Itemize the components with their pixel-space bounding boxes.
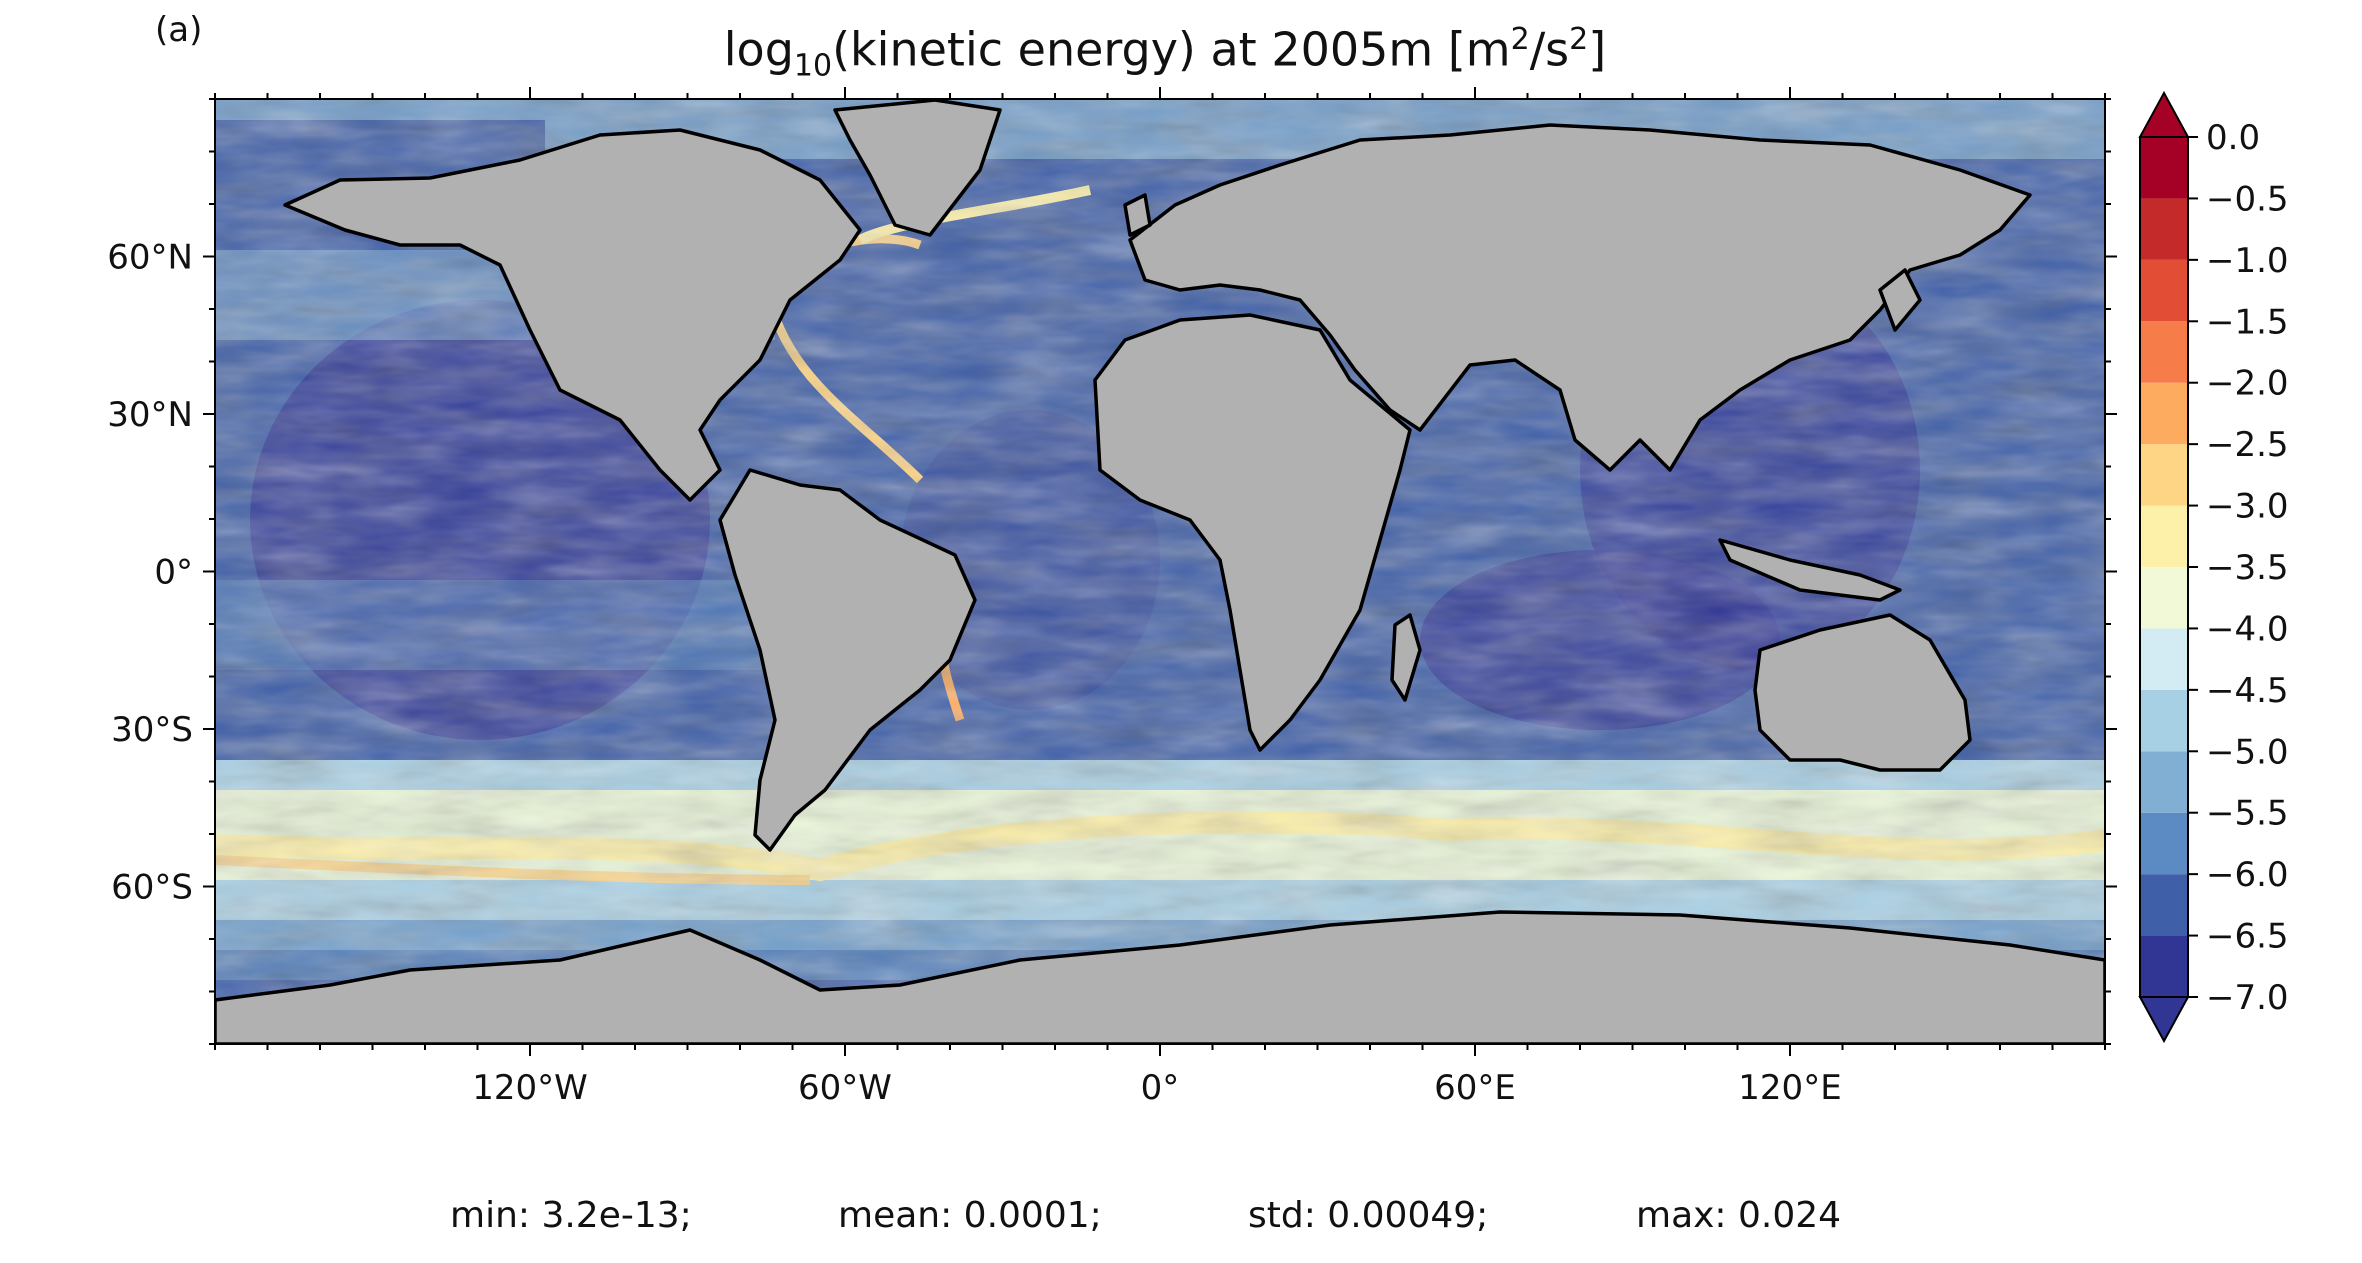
title-unit-sep: /s bbox=[1529, 22, 1570, 77]
title-close: ] bbox=[1588, 22, 1607, 77]
x-tick-label: 120°E bbox=[1738, 1068, 1841, 1108]
map-chart: 120°W 60°W 0° 60°E 120°E 60°N30°N0°30°S60°S … bbox=[107, 87, 2289, 1108]
title-log-base: 10 bbox=[793, 48, 833, 84]
colorbar-level bbox=[2140, 259, 2188, 322]
y-tick-label: 30°N bbox=[107, 395, 193, 435]
colorbar-level bbox=[2140, 874, 2188, 936]
colorbar-level bbox=[2140, 812, 2188, 875]
japan bbox=[1878, 268, 1922, 332]
colorbar-tick-label: −2.0 bbox=[2206, 364, 2289, 404]
colorbar-tick-label: −5.5 bbox=[2206, 794, 2289, 834]
title-log: log bbox=[723, 22, 794, 77]
colorbar-level bbox=[2140, 505, 2188, 567]
colorbar-tick-label: −6.5 bbox=[2206, 917, 2289, 957]
colorbar-extend-max bbox=[2138, 90, 2190, 138]
stat-min: min: 3.2e-13; bbox=[450, 1195, 692, 1236]
colorbar-tick-label: −2.5 bbox=[2206, 425, 2289, 465]
north-america bbox=[283, 128, 862, 502]
panel-label: (a) bbox=[155, 10, 203, 50]
stat-max: max: 0.024 bbox=[1636, 1195, 1842, 1236]
land-layer bbox=[215, 99, 2105, 1044]
greenland bbox=[833, 99, 1002, 237]
colorbar-level bbox=[2140, 137, 2188, 199]
colorbar-extend-min bbox=[2138, 996, 2190, 1044]
australia bbox=[1753, 613, 1972, 772]
colorbar-tick-label: −0.5 bbox=[2206, 179, 2289, 219]
south-america bbox=[718, 468, 977, 852]
title-variable: (kinetic energy) at 2005m [m bbox=[832, 22, 1511, 77]
british-isles bbox=[1123, 193, 1152, 237]
y-tick-label: 30°S bbox=[111, 710, 193, 750]
colorbar-level bbox=[2140, 198, 2188, 260]
colorbar-level bbox=[2140, 444, 2188, 506]
chart-title: log10(kinetic energy) at 2005m [m2/s2] bbox=[215, 22, 2115, 84]
x-axis: 120°W 60°W 0° 60°E 120°E bbox=[214, 87, 2106, 1108]
x-tick-label: 0° bbox=[1141, 1068, 1180, 1108]
colorbar-tick-label: −6.0 bbox=[2206, 855, 2289, 895]
y-tick-label: 60°S bbox=[111, 868, 193, 908]
y-axis: 60°N 30°N 0° 30°S 60°S bbox=[107, 98, 2117, 1045]
title-unit-exp-2: 2 bbox=[1569, 22, 1589, 57]
colorbar-level bbox=[2140, 935, 2188, 997]
antarctica bbox=[215, 910, 2105, 1044]
colorbar-level bbox=[2140, 567, 2188, 629]
y-tick-label: 60°N bbox=[107, 238, 193, 278]
stat-mean: mean: 0.0001; bbox=[838, 1195, 1102, 1236]
colorbar: 0.0 −0.5 −1.0 −1.5 −2.0 −2.5 −3.0 −3.5 −4.0 −4.5 −… bbox=[2138, 90, 2289, 1044]
colorbar-level bbox=[2140, 382, 2188, 445]
madagascar bbox=[1390, 613, 1422, 702]
colorbar-tick-label: −4.5 bbox=[2206, 671, 2289, 711]
colorbar-tick-label: −4.0 bbox=[2206, 609, 2289, 649]
indonesia bbox=[1718, 538, 1902, 602]
colorbar-level bbox=[2140, 321, 2188, 383]
colorbar-tick-label: 0.0 bbox=[2206, 118, 2260, 158]
africa bbox=[1093, 313, 1412, 752]
colorbar-tick-label: −3.0 bbox=[2206, 487, 2289, 527]
x-tick-label: 120°W bbox=[472, 1068, 588, 1108]
colorbar-tick-label: −7.0 bbox=[2206, 978, 2289, 1018]
colorbar-level bbox=[2140, 628, 2188, 690]
title-unit-exp-1: 2 bbox=[1510, 22, 1530, 57]
colorbar-level bbox=[2140, 689, 2188, 752]
colorbar-level bbox=[2140, 751, 2188, 813]
colorbar-tick-label: −1.5 bbox=[2206, 302, 2289, 342]
stat-std: std: 0.00049; bbox=[1248, 1195, 1489, 1236]
colorbar-tick-label: −3.5 bbox=[2206, 548, 2289, 588]
colorbar-tick-label: −5.0 bbox=[2206, 732, 2289, 772]
x-tick-label: 60°W bbox=[798, 1068, 892, 1108]
x-tick-label: 60°E bbox=[1434, 1068, 1516, 1108]
colorbar-tick-label: −1.0 bbox=[2206, 241, 2289, 281]
y-tick-label: 0° bbox=[154, 553, 193, 593]
eurasia bbox=[1128, 123, 2032, 472]
